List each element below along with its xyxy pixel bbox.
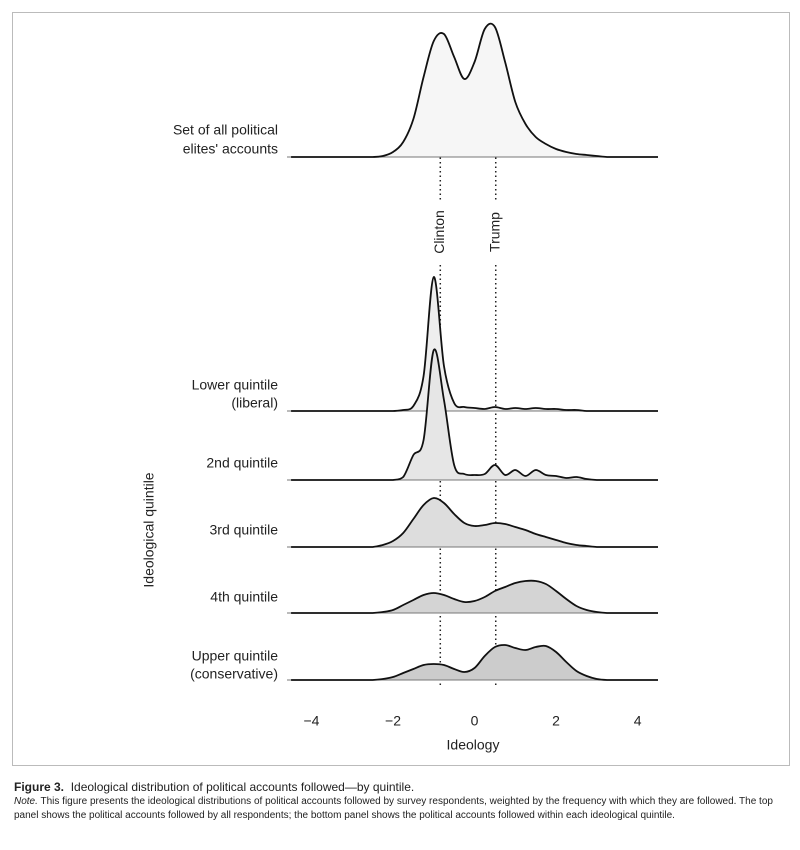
series-label: Set of all political <box>173 122 278 138</box>
note-text: This figure presents the ideological dis… <box>14 796 773 821</box>
ridge-line <box>291 348 658 481</box>
caption: Figure 3. Ideological distribution of po… <box>14 780 789 795</box>
series-label: (liberal) <box>231 395 278 411</box>
series-label: Upper quintile <box>192 648 279 664</box>
caption-block: Figure 3. Ideological distribution of po… <box>14 780 789 823</box>
x-tick-label: −2 <box>385 713 401 729</box>
ridge-fill <box>291 276 658 411</box>
y-axis-label: Ideological quintile <box>141 472 157 587</box>
note-label: Note. <box>14 796 38 807</box>
ridge-line <box>291 22 658 158</box>
caption-label: Figure 3. <box>14 780 65 794</box>
x-tick-label: −4 <box>303 713 319 729</box>
ridge-fill <box>291 644 658 680</box>
series-label: 4th quintile <box>210 589 278 605</box>
caption-text: Ideological distribution of political ac… <box>70 780 415 794</box>
note: Note. This figure presents the ideologic… <box>14 795 789 823</box>
ridge-fill <box>291 580 658 613</box>
series-label: 2nd quintile <box>206 455 278 471</box>
ridge-line <box>291 276 658 412</box>
reference-label: Clinton <box>431 210 447 254</box>
chart: Ideology Ideological quintile Clinton Tru… <box>141 22 658 753</box>
x-tick-label: 4 <box>634 713 642 729</box>
series-label: 3rd quintile <box>210 522 279 538</box>
x-axis-label: Ideology <box>447 737 500 753</box>
ridge-fill <box>291 23 658 158</box>
x-tick-label: 0 <box>471 713 479 729</box>
ridge-line <box>291 497 658 548</box>
reference-label: Trump <box>486 212 502 252</box>
series-label: Lower quintile <box>192 377 279 393</box>
ridge-line <box>291 644 658 681</box>
ridge-fill <box>291 349 658 480</box>
x-tick-label: 2 <box>552 713 560 729</box>
series-label: elites' accounts <box>183 141 278 157</box>
ridge-fill <box>291 497 658 547</box>
ridge-line <box>291 579 658 614</box>
series-label: (conservative) <box>190 666 278 682</box>
figure-frame <box>12 12 790 766</box>
